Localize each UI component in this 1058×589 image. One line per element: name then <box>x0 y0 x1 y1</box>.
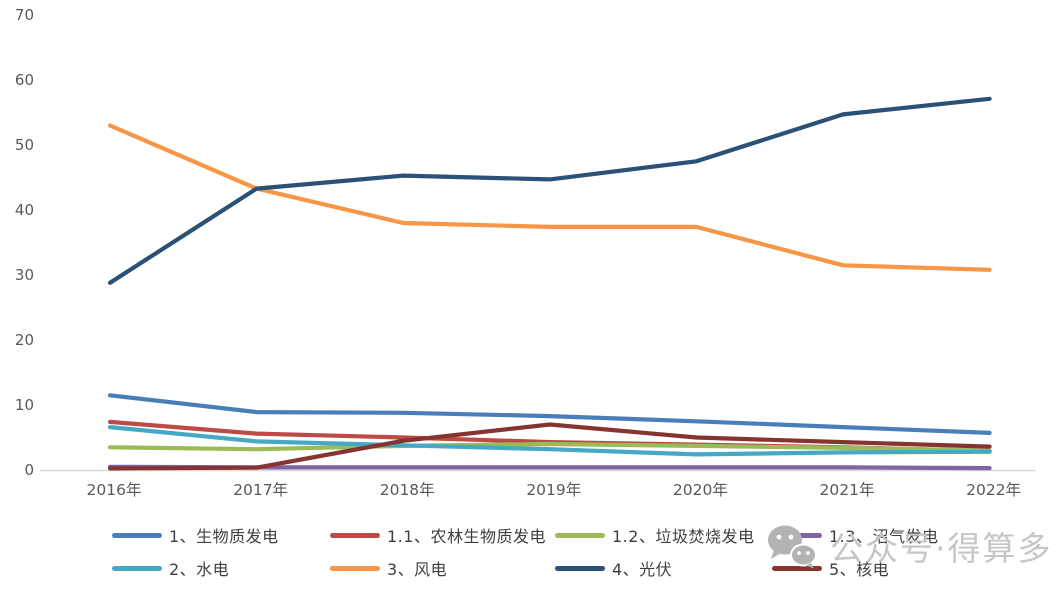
legend-item-2: 1.2、垃圾焚烧发电 <box>555 523 772 547</box>
x-axis-tick-label: 2017年 <box>233 481 288 499</box>
legend-item-5: 3、风电 <box>330 556 555 580</box>
legend-item-7: 5、核电 <box>772 556 938 580</box>
x-axis-tick-label: 2022年 <box>966 481 1021 499</box>
series-line-4 <box>107 425 992 457</box>
y-axis-tick-label: 40 <box>15 201 34 219</box>
chart-svg: 0 10 20 30 40 50 60 70 2016年 2017年 2018年 2019年 2020年… <box>15 6 1036 499</box>
legend-label: 1.2、垃圾焚烧发电 <box>612 527 755 546</box>
legend-item-4: 2、水电 <box>112 556 330 580</box>
legend-item-1: 1.1、农林生物质发电 <box>330 523 555 547</box>
y-axis-tick-label: 30 <box>15 266 34 284</box>
legend-swatch <box>772 532 822 538</box>
series-line-7 <box>107 422 992 471</box>
legend-item-6: 4、光伏 <box>555 556 772 580</box>
y-axis-tick-label: 10 <box>15 396 34 414</box>
legend-label: 1.3、沼气发电 <box>829 527 939 546</box>
legend-swatch <box>112 532 162 538</box>
legend-swatch <box>330 532 380 538</box>
legend-item-3: 1.3、沼气发电 <box>772 523 938 547</box>
legend-swatch <box>112 565 162 571</box>
x-axis-tick-label: 2021年 <box>820 481 875 499</box>
series-line-6 <box>107 96 992 285</box>
y-axis-tick-label: 50 <box>15 136 34 154</box>
legend-label: 3、风电 <box>387 560 448 579</box>
series-line-0 <box>107 393 992 435</box>
legend-swatch <box>555 532 605 538</box>
legend-swatch <box>772 565 822 571</box>
x-axis-tick-label: 2020年 <box>673 481 728 499</box>
legend: 1、生物质发电 1.1、农林生物质发电 1.2、垃圾焚烧发电 1.3、沼气发电 2、水电… <box>112 523 938 580</box>
legend-label: 1.1、农林生物质发电 <box>387 527 546 546</box>
legend-label: 1、生物质发电 <box>169 527 279 546</box>
legend-swatch <box>330 565 380 571</box>
x-axis-tick-label: 2019年 <box>526 481 581 499</box>
legend-label: 5、核电 <box>829 560 890 579</box>
y-axis-tick-label: 70 <box>15 6 34 24</box>
series-line-2 <box>107 441 992 453</box>
y-axis-tick-label: 0 <box>24 461 34 479</box>
legend-label: 2、水电 <box>169 560 230 579</box>
y-axis-tick-label: 60 <box>15 71 34 89</box>
y-axis-tick-label: 20 <box>15 331 34 349</box>
legend-item-0: 1、生物质发电 <box>112 523 330 547</box>
x-axis-tick-label: 2016年 <box>87 481 142 499</box>
legend-swatch <box>555 565 605 571</box>
legend-label: 4、光伏 <box>612 560 673 579</box>
x-axis-tick-label: 2018年 <box>380 481 435 499</box>
